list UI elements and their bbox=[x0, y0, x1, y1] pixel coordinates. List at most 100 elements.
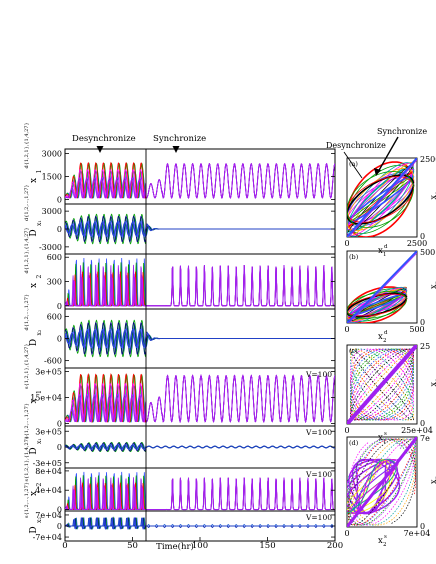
x-tick-label: 0 bbox=[344, 426, 349, 435]
y-axis-symbol: x bbox=[29, 283, 39, 288]
sync-diagonal bbox=[347, 158, 417, 237]
y-tick-label: -3000 bbox=[39, 243, 62, 252]
y-axis-subscript: 1 bbox=[36, 170, 43, 174]
phase-curve bbox=[347, 292, 408, 318]
phase-curve bbox=[350, 348, 414, 421]
annotations: Desynchronize Synchronize Time(hr) Desyn… bbox=[72, 127, 427, 552]
x-tick-label: 500 bbox=[409, 325, 424, 334]
y-axis-symbol: D bbox=[29, 229, 39, 236]
sync-series-line bbox=[145, 162, 335, 200]
y-axis-subscript: x₁ bbox=[36, 220, 43, 226]
y-axis-symbol: x bbox=[29, 491, 39, 496]
sync-series-line bbox=[145, 374, 335, 424]
panel-plot bbox=[65, 471, 335, 511]
x-axis-superscript: d bbox=[384, 244, 388, 250]
phase-plot bbox=[347, 345, 417, 424]
y-axis-symbol: D bbox=[29, 339, 39, 346]
sync-series-line bbox=[146, 265, 335, 307]
x-tick-label: 25e+04 bbox=[401, 426, 433, 435]
phase-panel-4: (d)07e+047e0x2sx2s{2,1},{1,4,27} bbox=[344, 434, 436, 548]
phase-frame bbox=[346, 344, 418, 425]
panel-letter: (d) bbox=[349, 439, 359, 447]
phase-curve bbox=[350, 348, 414, 421]
phase-curve-dotted bbox=[348, 438, 416, 526]
phase-plot bbox=[347, 251, 417, 323]
y-tick-label: 600 bbox=[47, 312, 62, 321]
y-tick-label: 0 bbox=[57, 335, 62, 344]
sync-diagonal bbox=[348, 252, 417, 323]
panel-plot bbox=[65, 441, 335, 453]
x-axis-symbol: x bbox=[378, 433, 383, 443]
phase-curve bbox=[347, 162, 414, 237]
synchronize-label: Synchronize bbox=[153, 134, 206, 144]
v-label: V=100 bbox=[305, 470, 332, 479]
panel-3: 600 300 0 x 2 d{1,2,1},{1,4,27} bbox=[24, 227, 335, 311]
x-axis-symbol: x bbox=[378, 536, 383, 546]
x-tick-label: 0 bbox=[62, 541, 67, 551]
y-tick-label: 0 bbox=[57, 443, 62, 452]
phase-curve bbox=[347, 166, 415, 233]
y-tick-label: 4e+04 bbox=[35, 486, 62, 495]
y-tick-label: 0 bbox=[57, 419, 62, 428]
y-axis-label: x 1 s{1,2,1},{1,4,27} bbox=[24, 343, 43, 403]
sync-diagonal bbox=[347, 437, 417, 527]
right-desynchronize-label: Desynchronize bbox=[326, 141, 386, 150]
x-tick-label: 0 bbox=[344, 239, 349, 248]
v-label: V=100 bbox=[305, 513, 332, 522]
y-axis-superscript: d{1,2,...,1,27} bbox=[24, 184, 30, 221]
x-tick-label: 7e+04 bbox=[404, 529, 431, 538]
phase-curve bbox=[347, 459, 394, 514]
y-tick-label: 300 bbox=[47, 278, 62, 287]
y-axis-superscript: s{1,2,...,1,27} bbox=[24, 482, 30, 518]
series-line bbox=[65, 517, 335, 530]
phase-panel-2: (b)05005000x2dx2d{2,1},{1,4,27} bbox=[344, 248, 436, 344]
y-axis-label: Dx₁ d{1,2,...,1,27} bbox=[24, 184, 43, 236]
y-axis-superscript: d{1,2,...,1,27} bbox=[24, 294, 30, 331]
phase-curve bbox=[347, 175, 414, 224]
y-axis-symbol: x bbox=[429, 382, 436, 387]
x-tick-label: 50 bbox=[127, 541, 138, 551]
x-axis-superscript: s bbox=[384, 534, 387, 540]
phase-curve bbox=[350, 348, 414, 421]
y-axis-symbol: x bbox=[429, 284, 436, 289]
y-axis-label: x1d{2,1},{1,4,27} bbox=[429, 191, 436, 199]
phase-curve bbox=[347, 171, 414, 228]
y-tick-label: 7e+04 bbox=[35, 511, 62, 520]
y-tick-label: 2500 bbox=[420, 155, 436, 164]
y-axis-symbol: x bbox=[29, 178, 39, 183]
y-axis-label: Dx₂ s{1,2,...,1,27} bbox=[24, 482, 43, 534]
x-tick-label: 2500 bbox=[407, 239, 427, 248]
v-label: V=100 bbox=[305, 370, 332, 379]
y-axis-superscript: d{1,2,1},{1,4,27} bbox=[24, 122, 30, 168]
phase-curve bbox=[350, 348, 414, 421]
y-tick-label: 8e+04 bbox=[35, 467, 62, 476]
y-tick-label: 15e+04 bbox=[30, 393, 62, 402]
y-axis-subscript: x₂ bbox=[36, 517, 43, 523]
panel-1: 3000 1500 0 x 1 d{1,2,1},{1,4,27} bbox=[24, 122, 335, 204]
y-axis-superscript: s{1,2,...,1,27} bbox=[24, 403, 30, 439]
x-axis-subscript: 2 bbox=[383, 338, 387, 344]
y-axis-label: x2d{2,1},{1,4,27} bbox=[429, 281, 436, 289]
phase-curve bbox=[350, 348, 414, 421]
v-label: V=100 bbox=[305, 428, 332, 437]
phase-curve-dotted bbox=[348, 438, 416, 526]
panel-plot bbox=[65, 319, 335, 358]
y-tick-label: -600 bbox=[44, 357, 62, 366]
panel-plot bbox=[65, 257, 335, 307]
y-axis-superscript: s{1,2,1},{1,4,27} bbox=[24, 436, 30, 482]
phase-curve bbox=[347, 291, 407, 319]
y-axis-label: x1s{2,1},{1,4,27} bbox=[429, 378, 436, 387]
phase-curve bbox=[347, 174, 415, 225]
y-axis-label: x2s{2,1},{1,4,27} bbox=[429, 476, 436, 484]
phase-panel-1: (a)0250025000x1dx1d{2,1},{1,4,27} bbox=[344, 155, 436, 258]
y-tick-label: 0 bbox=[420, 232, 425, 241]
y-axis-label: x 2 d{1,2,1},{1,4,27} bbox=[24, 227, 43, 288]
phase-curve bbox=[350, 348, 414, 421]
phase-curve bbox=[347, 161, 415, 237]
sync-diagonal bbox=[347, 345, 417, 424]
phase-curve bbox=[347, 293, 407, 317]
